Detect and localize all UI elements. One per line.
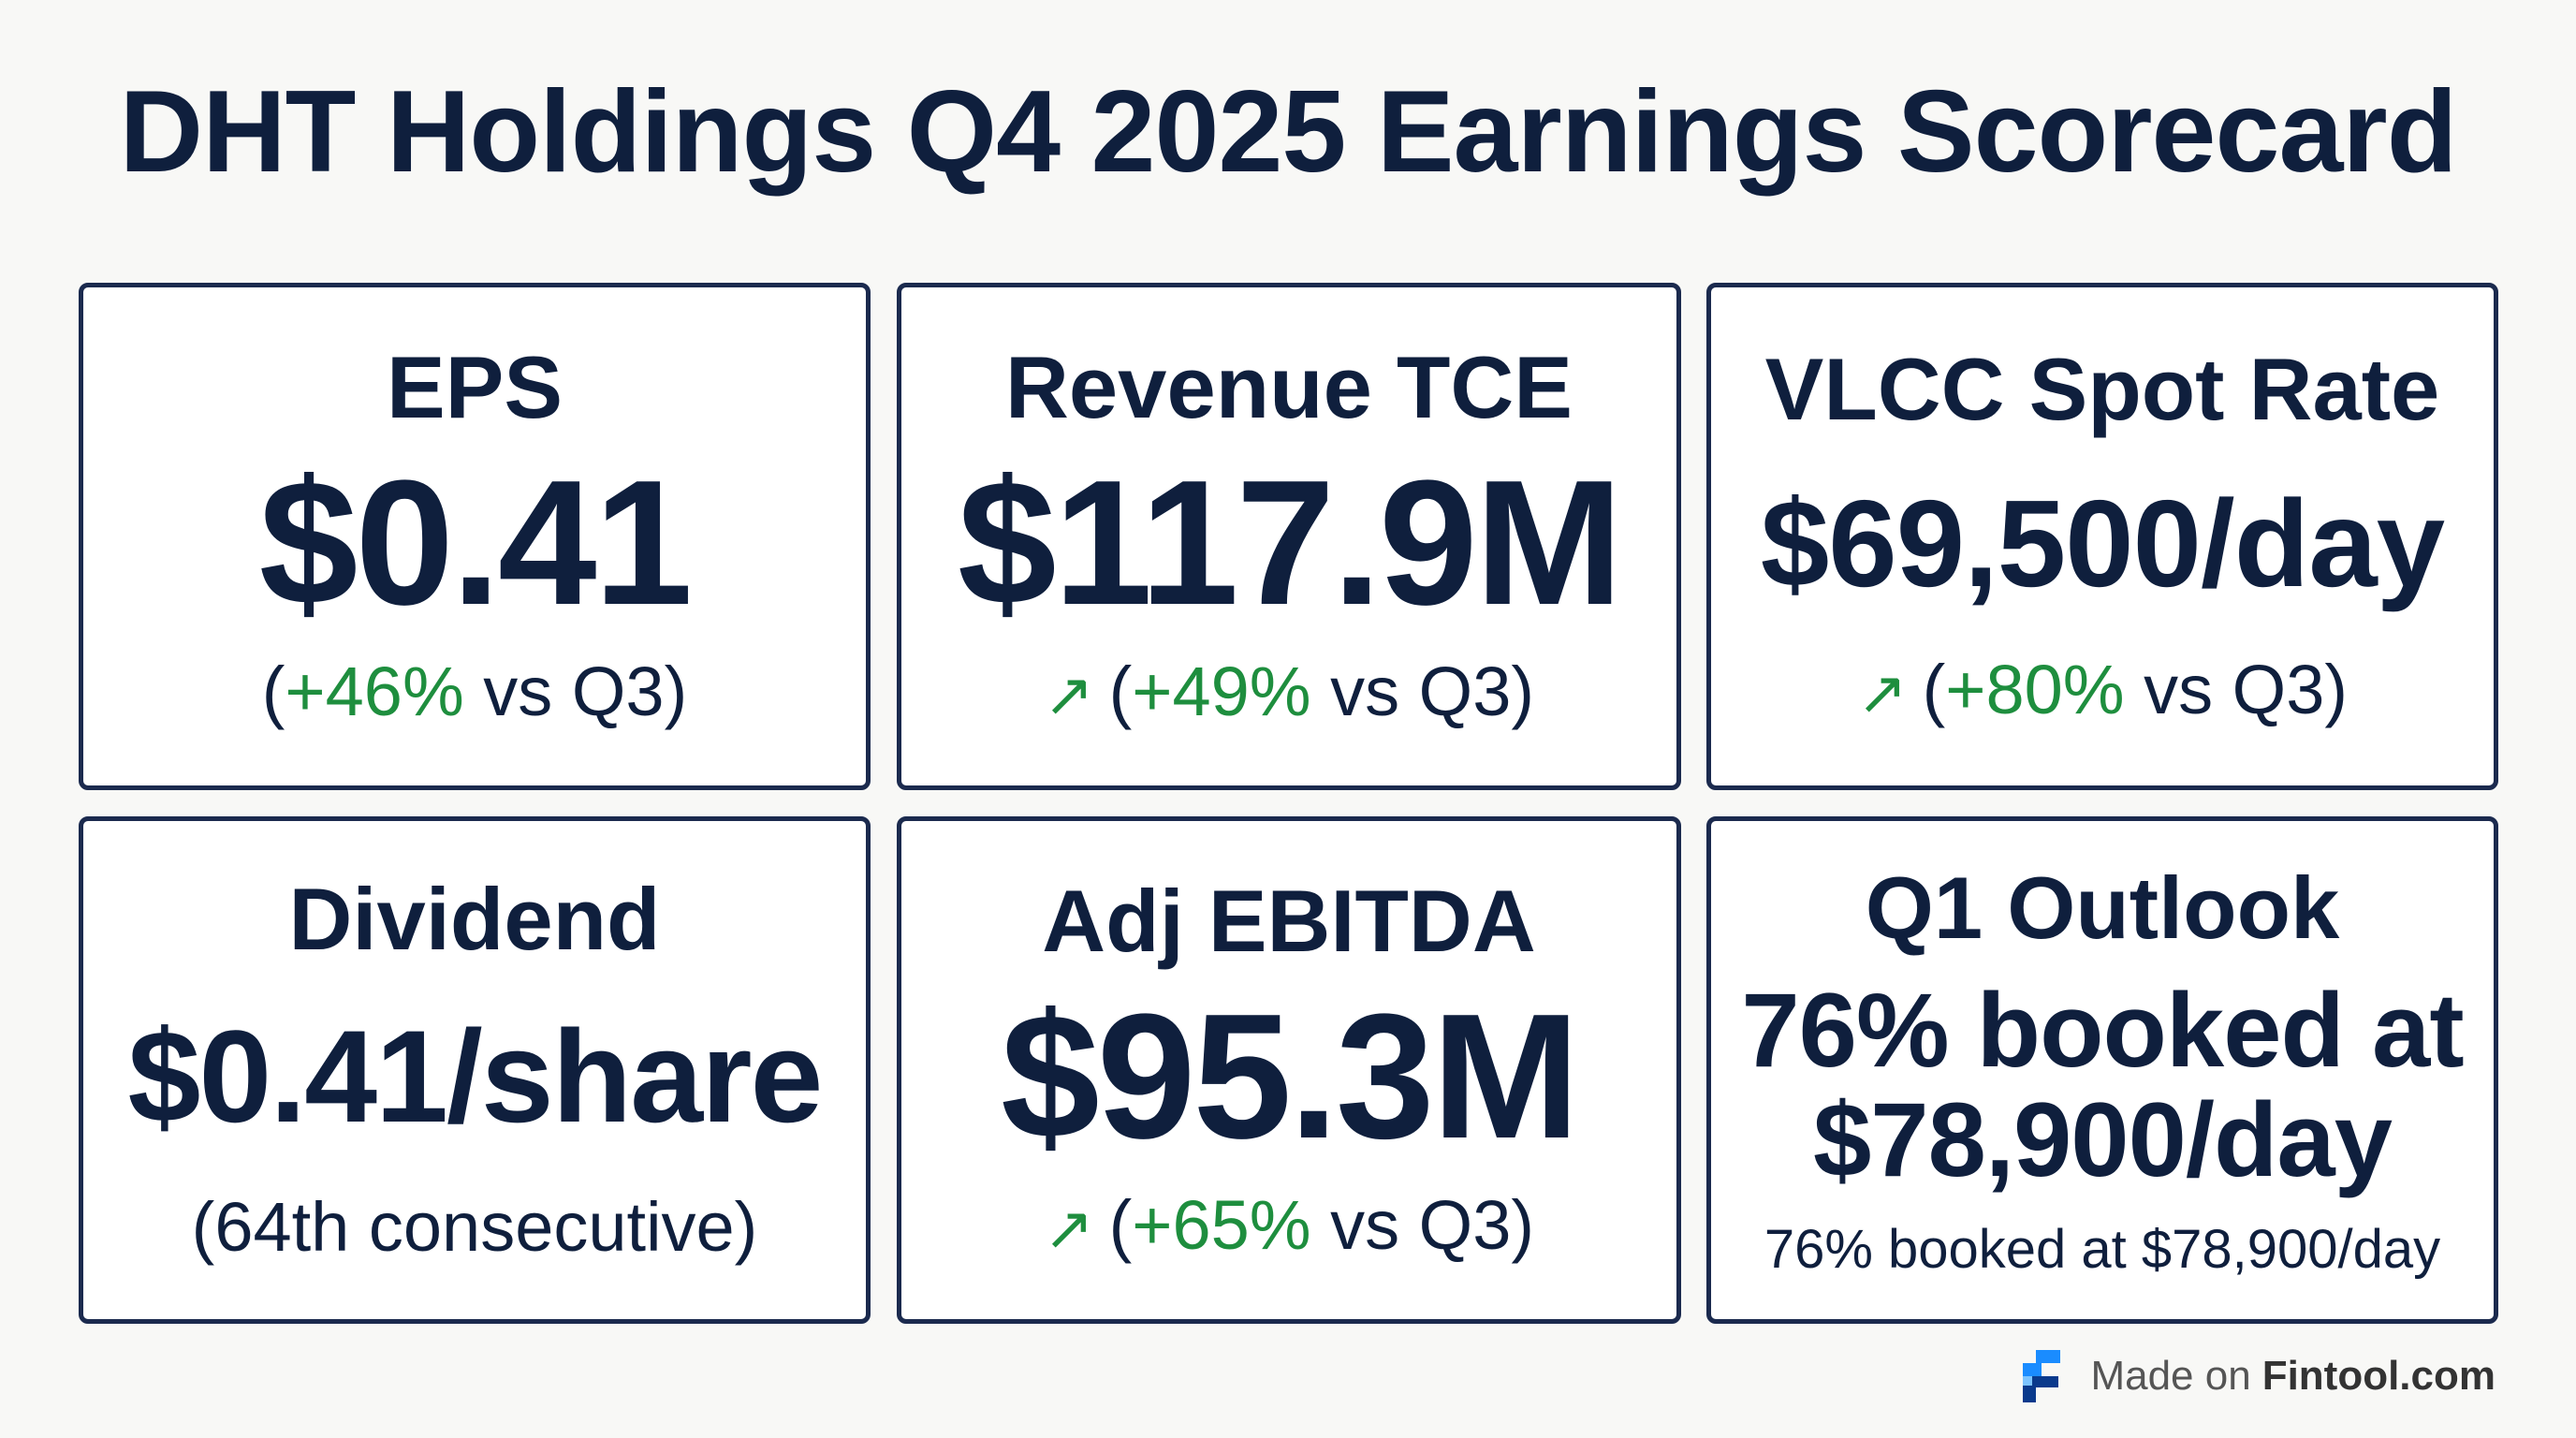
card-value: $0.41 xyxy=(258,443,693,642)
card-note: (64th consecutive) xyxy=(191,1188,758,1267)
change-rest: vs Q3) xyxy=(2124,650,2349,728)
adj-ebitda-card: Adj EBITDA $95.3M ↗ (+65% vs Q3) xyxy=(897,816,1681,1324)
change-percent: +46% xyxy=(285,652,464,730)
card-label: EPS xyxy=(386,338,564,437)
card-value: $0.41/share xyxy=(127,1003,824,1151)
footer-prefix: Made on xyxy=(2090,1353,2251,1399)
card-label: Revenue TCE xyxy=(1005,338,1573,437)
fintool-attribution[interactable]: Made on Fintool.com xyxy=(2023,1350,2496,1402)
paren: ( xyxy=(1108,652,1133,730)
q1-outlook-card: Q1 Outlook 76% booked at $78,900/day 76%… xyxy=(1706,816,2498,1324)
change-rest: vs Q3) xyxy=(1310,652,1535,730)
change-percent: +65% xyxy=(1132,1185,1311,1264)
footer-brand[interactable]: Fintool.com xyxy=(2261,1353,2496,1399)
card-label: VLCC Spot Rate xyxy=(1764,340,2440,439)
card-label: Dividend xyxy=(288,869,661,968)
arrow-up-right-icon: ↗ xyxy=(1856,658,1908,726)
change-percent: +49% xyxy=(1132,652,1311,730)
revenue-tce-card: Revenue TCE $117.9M ↗ (+49% vs Q3) xyxy=(897,283,1681,790)
card-label: Adj EBITDA xyxy=(1042,872,1536,971)
card-value: 76% booked at $78,900/day xyxy=(1741,971,2464,1199)
fintool-logo-icon xyxy=(2023,1350,2061,1402)
value-line-2: $78,900/day xyxy=(1813,1081,2393,1199)
card-note: 76% booked at $78,900/day xyxy=(1764,1218,2441,1280)
paren: ( xyxy=(261,652,285,730)
card-change: ↗ (+49% vs Q3) xyxy=(1044,651,1534,734)
paren: ( xyxy=(1922,650,1946,728)
value-line-1: 76% booked at xyxy=(1741,971,2464,1089)
page-title: DHT Holdings Q4 2025 Earnings Scorecard xyxy=(119,67,2458,197)
dividend-card: Dividend $0.41/share (64th consecutive) xyxy=(79,816,871,1324)
change-rest: vs Q3) xyxy=(1310,1185,1535,1264)
arrow-up-right-icon: ↗ xyxy=(1043,1194,1094,1262)
change-rest: vs Q3) xyxy=(463,652,688,730)
paren: ( xyxy=(1108,1185,1133,1264)
card-value: $69,500/day xyxy=(1760,474,2445,612)
change-percent: +80% xyxy=(1945,650,2125,728)
card-label: Q1 Outlook xyxy=(1865,858,2340,958)
vlcc-spot-rate-card: VLCC Spot Rate $69,500/day ↗ (+80% vs Q3) xyxy=(1706,283,2498,790)
card-change: (+46% vs Q3) xyxy=(262,651,687,734)
card-value: $95.3M xyxy=(1001,976,1580,1176)
arrow-up-right-icon: ↗ xyxy=(1043,660,1094,728)
eps-card: EPS $0.41 (+46% vs Q3) xyxy=(79,283,871,790)
card-change: ↗ (+65% vs Q3) xyxy=(1044,1184,1534,1268)
card-change: ↗ (+80% vs Q3) xyxy=(1857,649,2348,732)
card-value: $117.9M xyxy=(958,443,1623,642)
